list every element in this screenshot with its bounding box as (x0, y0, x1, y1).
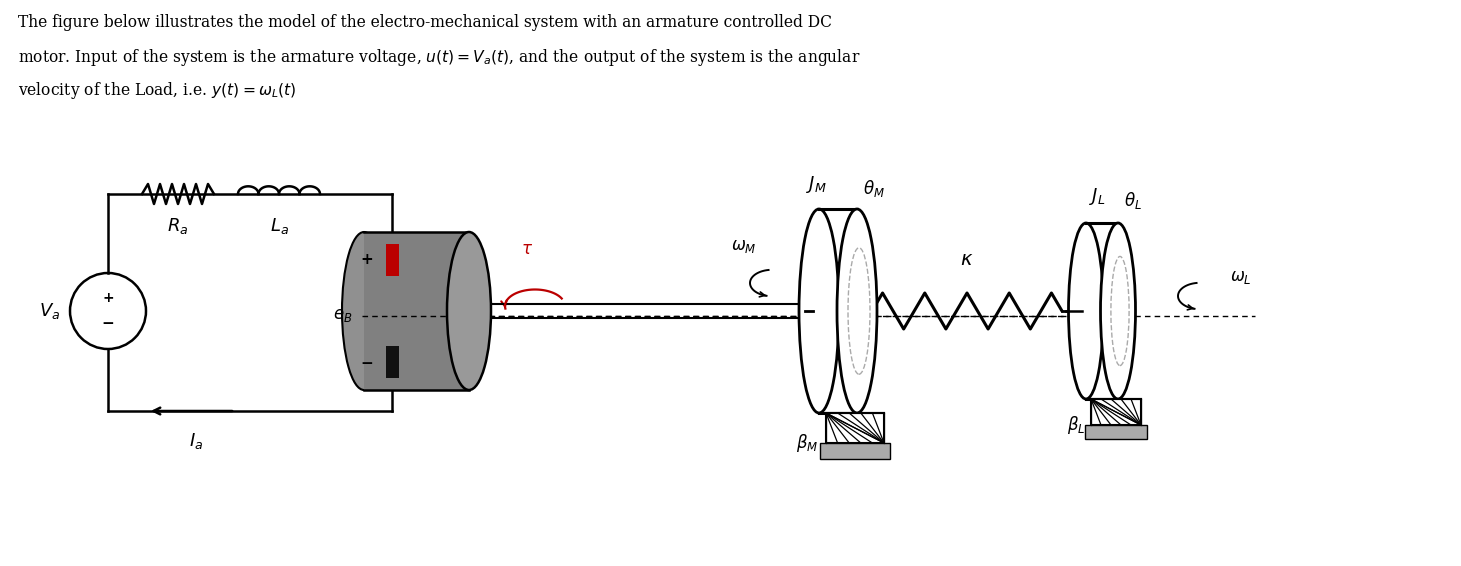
Text: +: + (361, 251, 374, 267)
Text: $\omega_L$: $\omega_L$ (1230, 269, 1252, 286)
Ellipse shape (1100, 223, 1135, 399)
Text: $e_B$: $e_B$ (333, 307, 352, 324)
Ellipse shape (1068, 223, 1103, 399)
Text: −: − (102, 316, 114, 332)
Text: $\theta_L$: $\theta_L$ (1124, 190, 1143, 211)
Ellipse shape (447, 232, 491, 390)
Text: motor. Input of the system is the armature voltage, $u(t) = V_a(t)$, and the out: motor. Input of the system is the armatu… (18, 47, 861, 68)
Text: $J_M$: $J_M$ (805, 174, 827, 195)
Text: velocity of the Load, i.e. $y(t) = \omega_L(t)$: velocity of the Load, i.e. $y(t) = \omeg… (18, 80, 297, 101)
Bar (1091, 399, 1141, 425)
Text: The figure below illustrates the model of the electro-mechanical system with an : The figure below illustrates the model o… (18, 14, 831, 31)
Text: $J_L$: $J_L$ (1088, 186, 1106, 207)
Text: $\beta_L$: $\beta_L$ (1067, 414, 1086, 436)
Bar (820, 443, 890, 459)
Bar (386, 244, 399, 276)
Text: $V_a$: $V_a$ (39, 301, 60, 321)
Ellipse shape (799, 209, 839, 413)
Ellipse shape (837, 209, 877, 413)
Text: $\tau$: $\tau$ (522, 241, 533, 258)
Text: +: + (102, 291, 114, 305)
Text: $L_a$: $L_a$ (269, 216, 288, 236)
Bar (386, 346, 399, 378)
Text: $\theta_M$: $\theta_M$ (863, 178, 885, 199)
Text: −: − (361, 355, 374, 371)
Text: $\beta_M$: $\beta_M$ (796, 432, 818, 454)
Text: $\omega_M$: $\omega_M$ (730, 238, 757, 255)
Bar (364, 232, 469, 390)
Bar (1086, 425, 1147, 439)
Text: $R_a$: $R_a$ (168, 216, 188, 236)
Bar (825, 413, 884, 443)
Text: $\kappa$: $\kappa$ (960, 251, 973, 269)
Ellipse shape (342, 232, 386, 390)
Text: $I_a$: $I_a$ (190, 431, 203, 451)
